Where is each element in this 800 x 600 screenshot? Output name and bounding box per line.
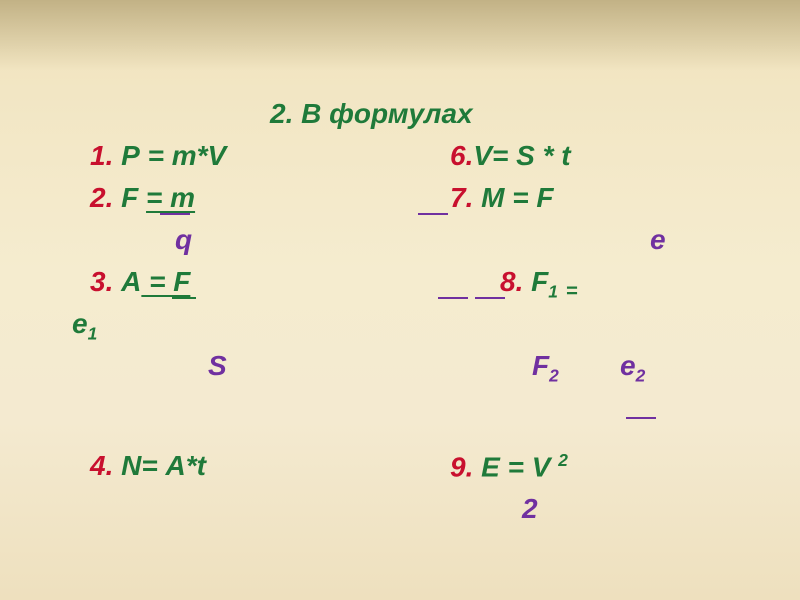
e1-sub: 1	[88, 324, 98, 344]
formula-4-left: 4. N= А*t	[90, 450, 206, 482]
num-1: 1.	[90, 140, 113, 171]
body-8r-a: F	[523, 266, 548, 297]
num-7: 7.	[450, 182, 473, 213]
f2-sub: 2	[549, 366, 559, 386]
dash-2	[160, 213, 190, 215]
row3-e: e	[650, 224, 666, 256]
f2-pre: F	[532, 350, 549, 381]
body-4l: N= А*t	[113, 450, 206, 481]
body-6r: V= S * t	[473, 140, 570, 171]
e2-sub: 2	[636, 366, 646, 386]
e2-pre: e	[620, 350, 636, 381]
num-4: 4.	[90, 450, 113, 481]
row3-q: q	[175, 224, 192, 256]
row5-S: S	[208, 350, 227, 382]
formula-9-right: 9. Е = V 2	[450, 450, 568, 483]
formula-2-left: 2. F = m	[90, 182, 195, 214]
num-3: 3.	[90, 266, 113, 297]
body-3l-b: = F	[141, 266, 190, 297]
row7-2: 2	[522, 493, 538, 525]
body-9r-sup: 2	[558, 450, 568, 470]
body-8r-sub: 1	[548, 282, 558, 302]
formula-3-left: 3. А = F	[90, 266, 190, 298]
dash-8b	[475, 297, 505, 299]
body-3l-a: А	[113, 266, 141, 297]
row5-F2: F2	[532, 350, 559, 387]
section-title: 2. В формулах	[270, 98, 473, 130]
slide-content: 2. В формулах 1. Р = m*V 6.V= S * t 2. F…	[0, 0, 800, 600]
row4b-e1: e1	[72, 308, 97, 345]
row5-e2: e2	[620, 350, 645, 387]
dash-8a	[438, 297, 468, 299]
num-8: 8.	[500, 266, 523, 297]
num-9: 9.	[450, 451, 473, 482]
body-9r: Е = V	[473, 451, 558, 482]
formula-7-right: 7. М = F	[450, 182, 553, 214]
dash-3	[172, 297, 196, 299]
body-8r-space	[558, 266, 566, 297]
e1-pre: e	[72, 308, 88, 339]
body-2l-a: F	[113, 182, 146, 213]
body-7r: М = F	[473, 182, 553, 213]
num-2: 2.	[90, 182, 113, 213]
formula-1-left: 1. Р = m*V	[90, 140, 226, 172]
body-8r-eq: =	[566, 281, 578, 303]
formula-8-right: 8. F1 =	[500, 266, 577, 304]
num-6: 6.	[450, 140, 473, 171]
formula-6-right: 6.V= S * t	[450, 140, 571, 172]
dash-row5	[626, 417, 656, 419]
body-1l: Р = m*V	[113, 140, 226, 171]
dash-7	[418, 213, 448, 215]
body-2l-b: = m	[146, 182, 195, 213]
